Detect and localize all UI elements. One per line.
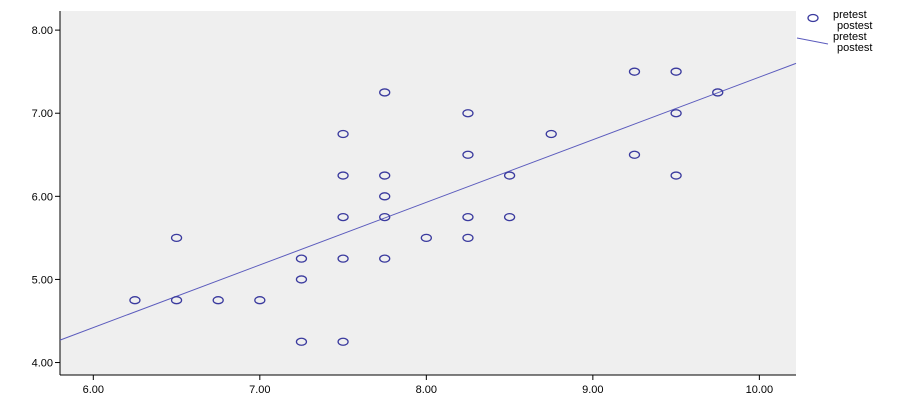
data-point [503,212,516,222]
data-point [379,171,391,180]
y-tick-label: 8.00 [32,25,53,37]
points-group [129,67,724,346]
data-point [212,296,224,305]
x-tick-label: 9.00 [582,384,603,396]
data-point [337,212,349,222]
data-point [628,67,641,76]
fit-line-group [59,62,797,341]
y-tick-label: 7.00 [32,108,53,120]
data-point [379,88,391,97]
data-point [337,171,349,180]
data-point [337,129,349,139]
data-point [462,233,474,243]
y-tick-label: 6.00 [32,191,53,203]
legend-marker-line [796,37,829,45]
data-point [129,296,141,305]
data-point [295,275,308,284]
legend-label: postest [837,20,872,32]
data-point [379,212,391,222]
data-point [462,109,474,118]
data-point [462,150,474,159]
data-point [170,296,183,305]
data-point [628,150,641,159]
data-point [670,171,682,180]
plot-area [60,11,796,375]
data-point [670,109,682,118]
legend-label: pretest [833,31,867,43]
y-tick-label: 5.00 [32,274,53,286]
x-tick-label: 8.00 [416,384,437,396]
data-point [379,192,391,201]
data-point [254,296,266,305]
legend-marker-circle [807,13,819,23]
data-point [337,254,349,263]
data-point [295,337,308,346]
data-point [670,67,682,76]
y-tick-label: 4.00 [32,358,53,370]
data-point [379,254,391,263]
legend-label: pretest [833,9,867,21]
data-point [712,88,724,97]
data-point [462,212,474,222]
data-point [170,233,183,243]
data-point [545,129,557,139]
data-point [337,337,349,346]
axes: 6.00 7.00 8.00 9.00 10.00 4.00 5.00 6.00 7.00 8.0… [32,11,796,396]
x-tick-label: 10.00 [746,384,774,396]
legend-label: postest [837,42,872,54]
x-tick-label: 6.00 [83,384,104,396]
data-point [420,233,432,243]
fit-line [59,62,797,341]
data-point [295,254,308,263]
data-point [503,171,516,180]
x-tick-label: 7.00 [249,384,270,396]
